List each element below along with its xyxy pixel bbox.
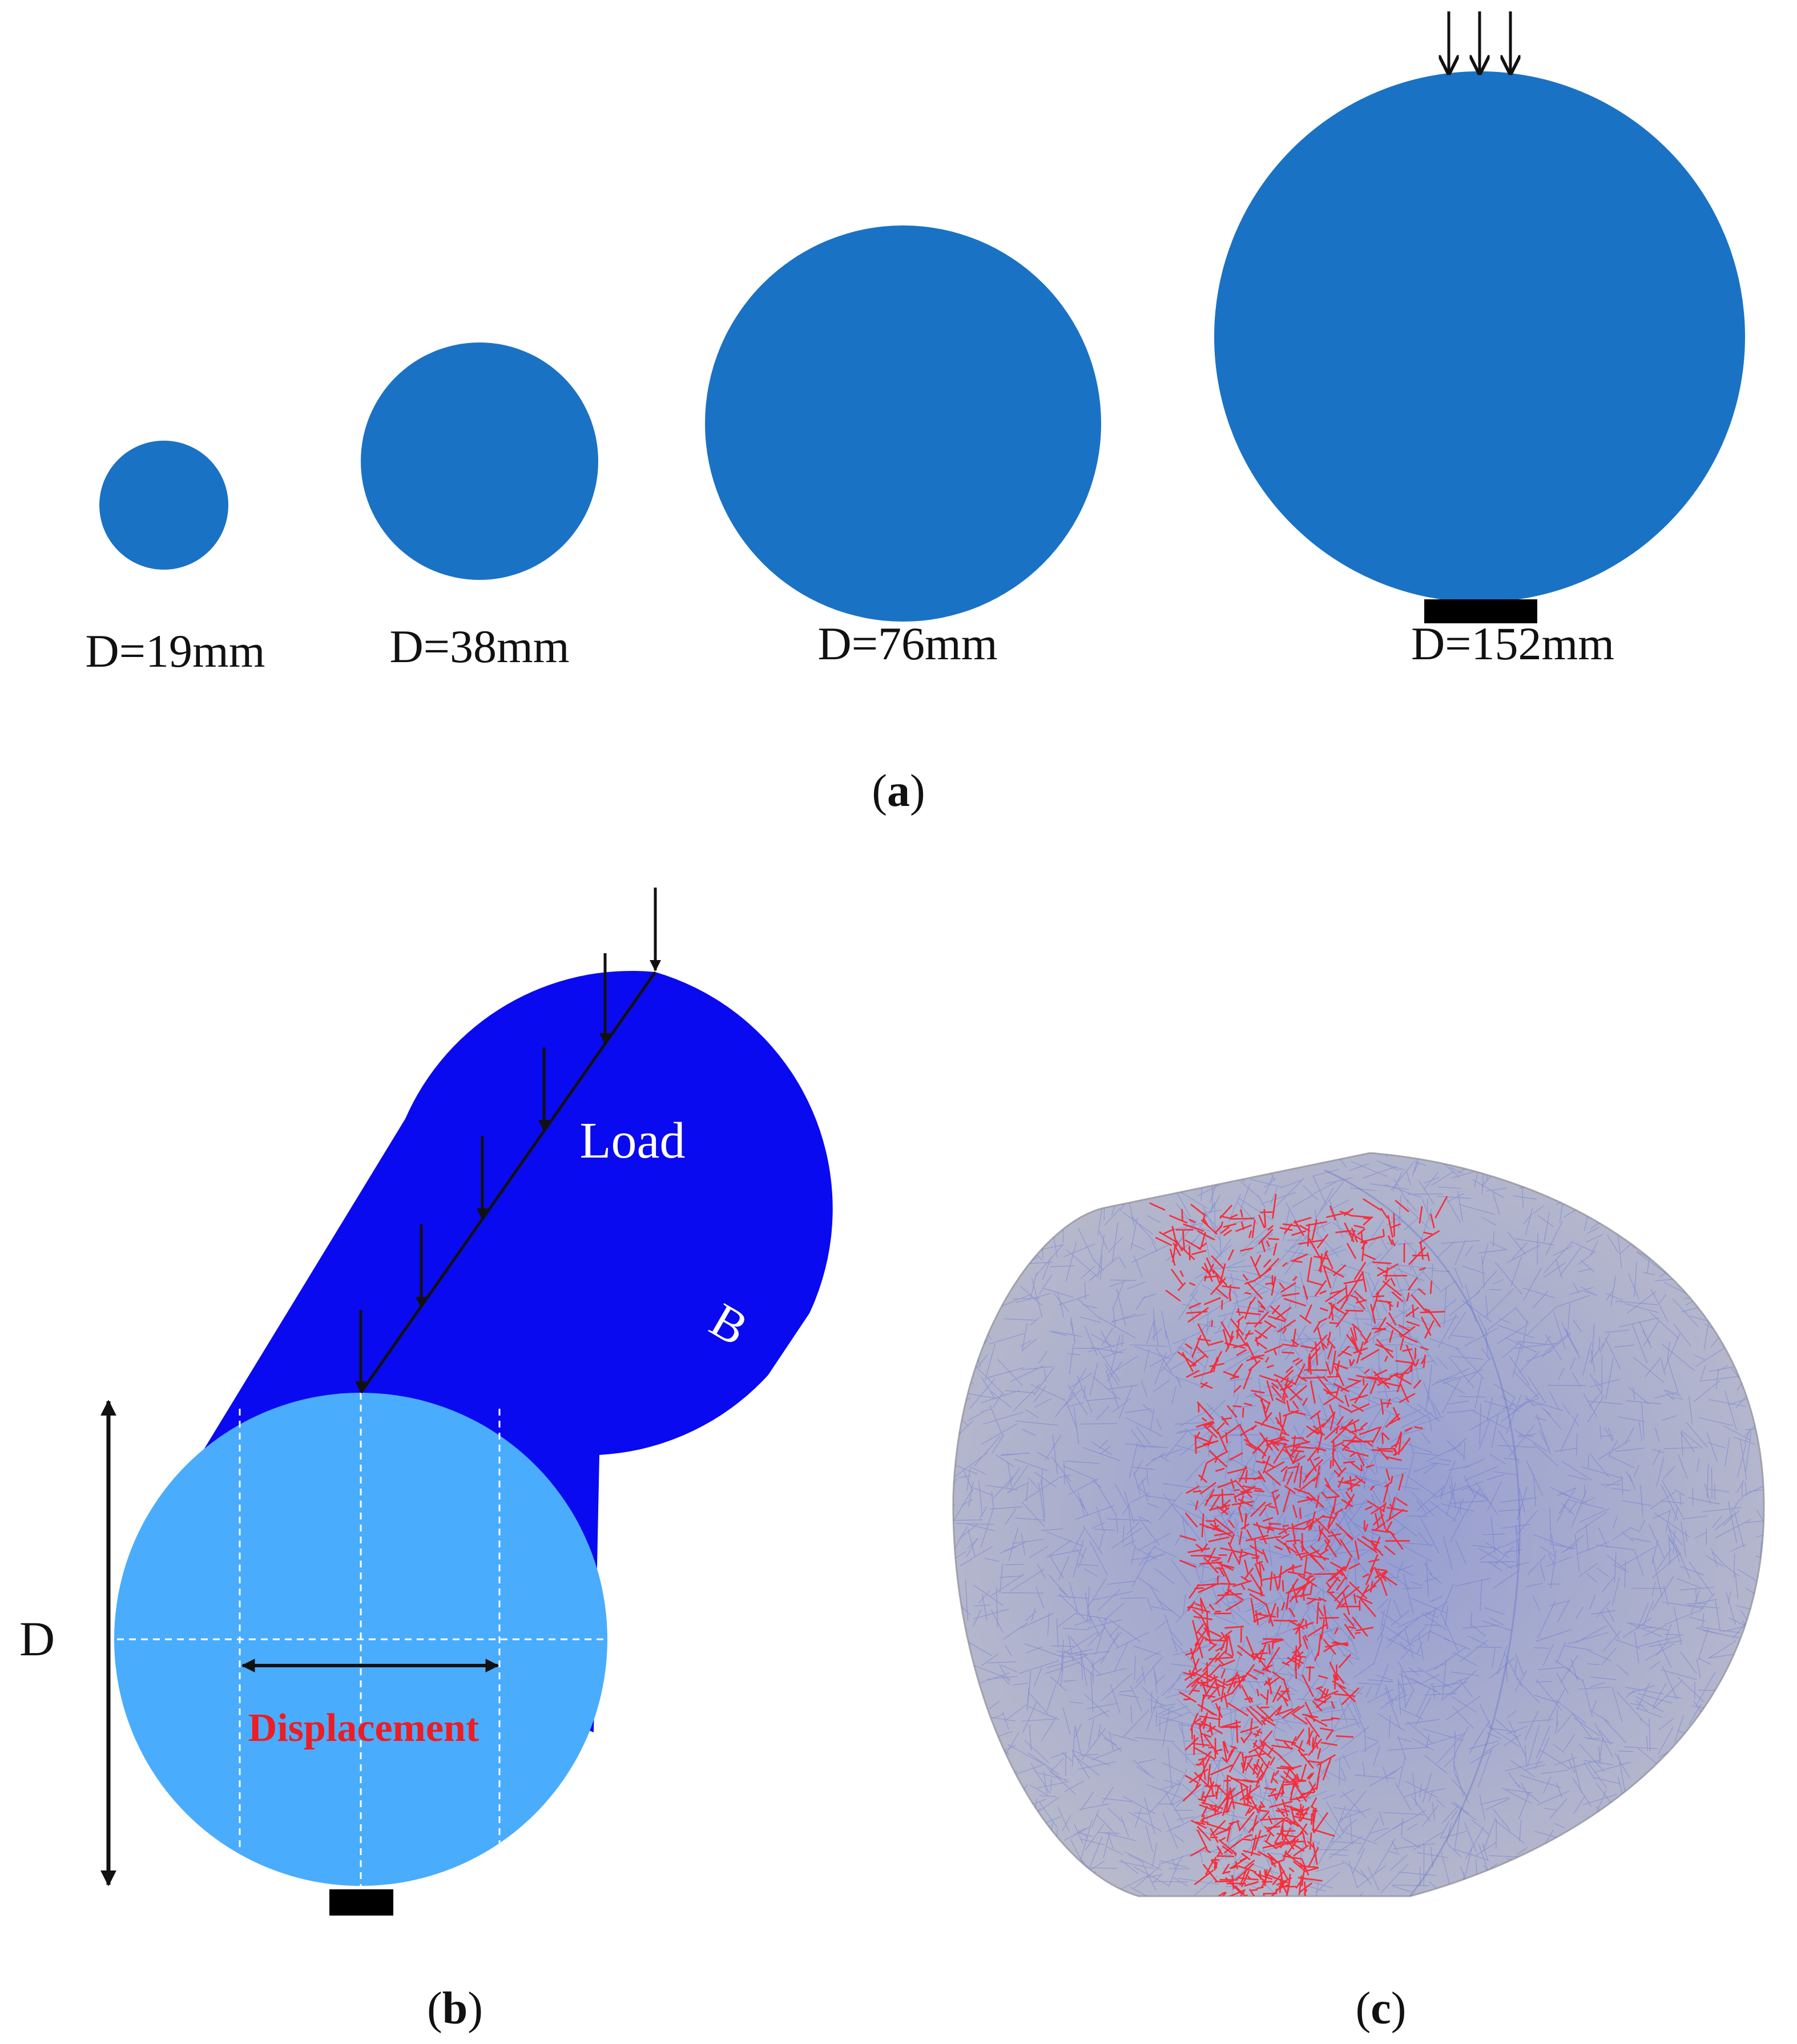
mesh-network [953,1153,1764,1896]
crack-band [1149,1194,1448,1896]
load-arrows-a [1449,11,1510,73]
panel-a: D=19mm D=38mm D=76mm D=152mm (a) [85,11,1745,816]
specimen-label-76mm: D=76mm [817,618,997,670]
specimen-label-19mm: D=19mm [85,625,265,677]
specimen-circle-76mm [705,225,1101,622]
caption-a: (a) [872,766,925,816]
panel-c: (c) [952,1152,1765,2034]
displacement-label: Displacement [248,1706,479,1750]
support-block-b [329,1889,393,1916]
specimen-circle-19mm [99,441,228,570]
mesh-inner-boundary [1324,1169,1521,1897]
specimen-label-152mm: D=152mm [1411,618,1614,670]
specimen-label-38mm: D=38mm [389,620,569,672]
support-block-a [1424,599,1537,623]
panel-b: Load B D Displacement (b) [19,888,855,2034]
specimen-circle-152mm [1214,71,1745,602]
specimen-circle-38mm [361,342,598,580]
b-dimension-arrow [655,1249,855,1547]
load-arrows-b [355,888,661,1393]
face-gridlines [117,1393,610,1886]
load-label: Load [580,1112,686,1169]
d-label: D [19,1611,55,1666]
caption-c: (c) [1356,1983,1407,2034]
caption-b: (b) [427,1983,483,2034]
